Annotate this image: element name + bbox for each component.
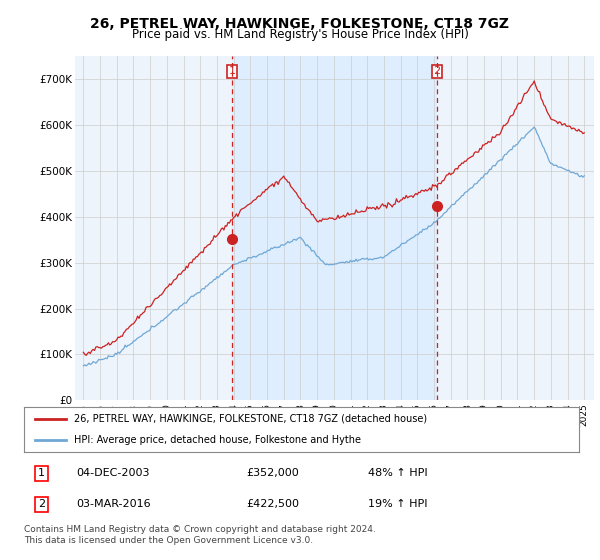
Text: 48% ↑ HPI: 48% ↑ HPI	[368, 469, 428, 478]
Text: 03-MAR-2016: 03-MAR-2016	[77, 500, 151, 509]
Text: 2: 2	[38, 500, 45, 509]
Text: 2: 2	[433, 66, 440, 76]
Text: £352,000: £352,000	[246, 469, 299, 478]
Text: 1: 1	[38, 469, 45, 478]
Text: 26, PETREL WAY, HAWKINGE, FOLKESTONE, CT18 7GZ (detached house): 26, PETREL WAY, HAWKINGE, FOLKESTONE, CT…	[74, 414, 427, 424]
Text: 1: 1	[229, 66, 236, 76]
Text: Contains HM Land Registry data © Crown copyright and database right 2024.
This d: Contains HM Land Registry data © Crown c…	[24, 525, 376, 545]
Bar	[232, 56, 437, 400]
Text: Price paid vs. HM Land Registry's House Price Index (HPI): Price paid vs. HM Land Registry's House …	[131, 28, 469, 41]
Text: HPI: Average price, detached house, Folkestone and Hythe: HPI: Average price, detached house, Folk…	[74, 435, 361, 445]
Text: 04-DEC-2003: 04-DEC-2003	[77, 469, 150, 478]
Text: 26, PETREL WAY, HAWKINGE, FOLKESTONE, CT18 7GZ: 26, PETREL WAY, HAWKINGE, FOLKESTONE, CT…	[91, 17, 509, 31]
Text: £422,500: £422,500	[246, 500, 299, 509]
Text: 19% ↑ HPI: 19% ↑ HPI	[368, 500, 428, 509]
